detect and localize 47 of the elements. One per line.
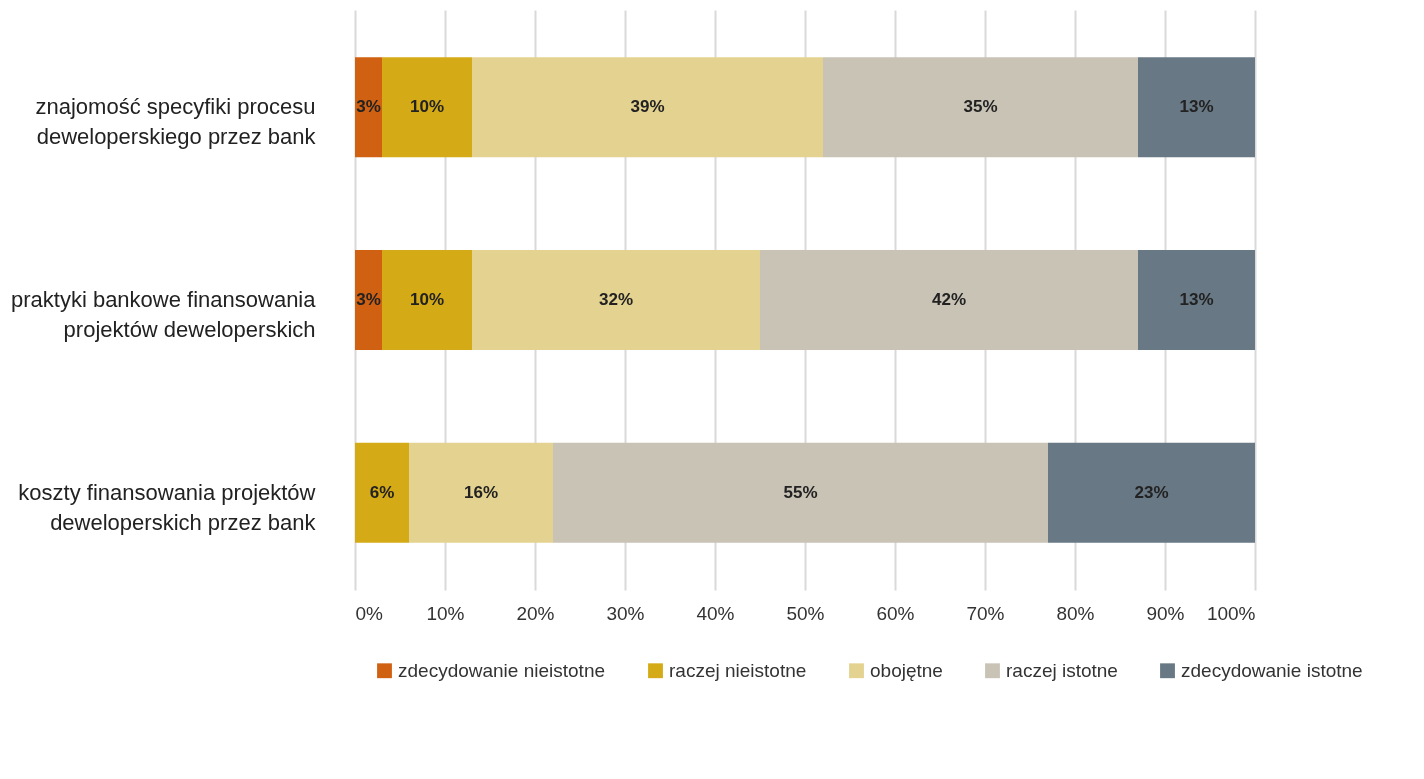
text: 55% bbox=[783, 482, 818, 502]
x-tick-label: 60% bbox=[876, 602, 915, 624]
bar bbox=[409, 442, 553, 543]
bar bbox=[472, 57, 823, 158]
text: 39% bbox=[630, 97, 665, 117]
y-tick-label: znajomość specyfiki procesu deweloperskiego przez bank bbox=[35, 94, 317, 150]
bar bbox=[472, 250, 760, 350]
text: 3% bbox=[356, 290, 381, 309]
text: 42% bbox=[931, 290, 967, 309]
text: 23% bbox=[1134, 482, 1169, 502]
text: 3% bbox=[356, 97, 381, 117]
bar bbox=[355, 250, 382, 350]
x-tick-label: 10% bbox=[426, 602, 465, 624]
legend-label: raczej nieistotne bbox=[669, 659, 807, 681]
text: 10% bbox=[409, 97, 445, 117]
legend-label: zdecydowanie nieistotne bbox=[398, 659, 606, 681]
text: 13% bbox=[1179, 290, 1214, 309]
x-tick-label: 40% bbox=[696, 602, 735, 624]
y-tick-label: koszty finansowania projektów deweloperskich przez bank bbox=[18, 479, 317, 535]
x-tick-label: 70% bbox=[966, 602, 1005, 624]
y-tick-label: praktyki bankowe finansowania projektów deweloperskich bbox=[10, 287, 317, 342]
legend-label: raczej istotne bbox=[1006, 659, 1118, 681]
text: 6% bbox=[369, 482, 395, 502]
bar bbox=[355, 57, 382, 158]
x-tick-label: 20% bbox=[516, 602, 555, 624]
x-tick-label: 50% bbox=[786, 602, 825, 624]
bar bbox=[553, 442, 1048, 543]
bar bbox=[1138, 250, 1255, 350]
text: 16% bbox=[463, 482, 499, 502]
text: 10% bbox=[409, 290, 445, 309]
x-tick-label: 100% bbox=[1206, 602, 1256, 624]
x-tick-label: 30% bbox=[606, 602, 645, 624]
bar bbox=[1138, 57, 1255, 158]
text: 32% bbox=[598, 290, 634, 309]
bar bbox=[823, 57, 1138, 158]
bar bbox=[382, 250, 472, 350]
bar bbox=[760, 250, 1138, 350]
x-tick-label: 90% bbox=[1146, 602, 1185, 624]
x-tick-label: 80% bbox=[1056, 602, 1095, 624]
bar bbox=[1048, 442, 1255, 543]
legend-label: zdecydowanie istotne bbox=[1181, 659, 1363, 681]
legend-label: obojętne bbox=[870, 659, 943, 681]
bar bbox=[355, 442, 409, 543]
text: 35% bbox=[963, 97, 998, 117]
x-tick-label: 0% bbox=[355, 602, 384, 624]
text: 13% bbox=[1179, 97, 1214, 117]
bar bbox=[382, 57, 472, 158]
